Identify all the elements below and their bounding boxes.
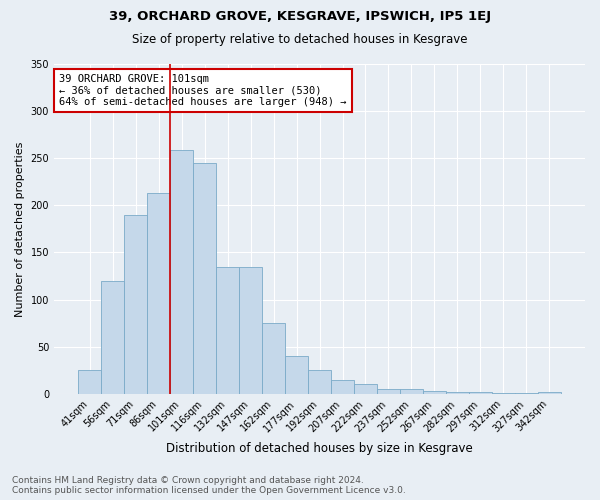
Bar (446, 392, 469, 394)
X-axis label: Distribution of detached houses by size in Kesgrave: Distribution of detached houses by size … (166, 442, 473, 455)
Text: 39, ORCHARD GROVE, KESGRAVE, IPSWICH, IP5 1EJ: 39, ORCHARD GROVE, KESGRAVE, IPSWICH, IP… (109, 10, 491, 23)
Bar (423, 391, 446, 394)
Bar (262, 323, 285, 394)
Bar (400, 389, 423, 394)
Bar (170, 150, 193, 394)
Bar (377, 389, 400, 394)
Bar (354, 384, 377, 394)
Bar (331, 380, 354, 394)
Y-axis label: Number of detached properties: Number of detached properties (15, 141, 25, 316)
Bar (239, 266, 262, 394)
Bar (147, 193, 170, 394)
Bar (193, 163, 216, 394)
Text: Size of property relative to detached houses in Kesgrave: Size of property relative to detached ho… (132, 32, 468, 46)
Text: Contains HM Land Registry data © Crown copyright and database right 2024.
Contai: Contains HM Land Registry data © Crown c… (12, 476, 406, 495)
Bar (78, 370, 101, 394)
Text: 39 ORCHARD GROVE: 101sqm
← 36% of detached houses are smaller (530)
64% of semi-: 39 ORCHARD GROVE: 101sqm ← 36% of detach… (59, 74, 347, 107)
Bar (538, 392, 561, 394)
Bar (515, 393, 538, 394)
Bar (285, 356, 308, 394)
Bar (216, 266, 239, 394)
Bar (469, 392, 492, 394)
Bar (101, 280, 124, 394)
Bar (124, 215, 147, 394)
Bar (308, 370, 331, 394)
Bar (492, 393, 515, 394)
